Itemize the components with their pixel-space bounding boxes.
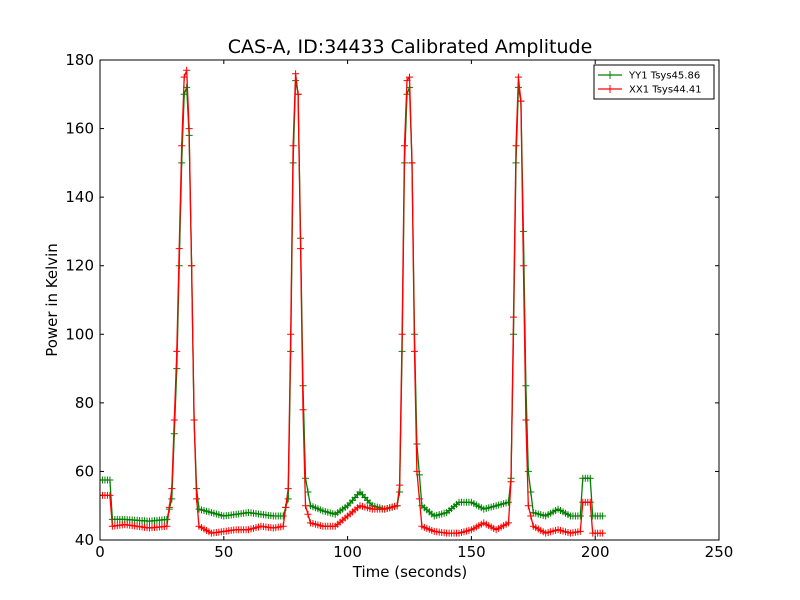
data-point xyxy=(279,512,287,520)
data-point xyxy=(170,416,178,424)
data-point xyxy=(279,522,287,530)
data-point xyxy=(527,512,535,520)
data-point xyxy=(522,416,530,424)
series-markers-1 xyxy=(100,77,607,525)
x-tick-label: 250 xyxy=(705,543,734,561)
data-point xyxy=(178,142,186,150)
legend-label: YY1 Tsys45.86 xyxy=(628,71,700,82)
data-point xyxy=(505,519,513,527)
x-tick-label: 0 xyxy=(95,543,105,561)
data-point xyxy=(302,474,310,482)
x-tick-label: 150 xyxy=(457,543,486,561)
y-tick-label: 80 xyxy=(75,394,94,412)
data-point xyxy=(106,491,114,499)
x-axis-label: Time (seconds) xyxy=(352,563,468,581)
data-point xyxy=(415,495,423,503)
data-point xyxy=(297,245,305,253)
data-point xyxy=(302,502,310,510)
legend: YY1 Tsys45.86 XX1 Tsys44.41 xyxy=(593,64,715,100)
data-point xyxy=(410,347,418,355)
data-point xyxy=(299,406,307,414)
data-point xyxy=(505,498,513,506)
data-point xyxy=(106,476,114,484)
data-point xyxy=(165,503,173,511)
legend-box xyxy=(593,64,715,100)
data-point xyxy=(190,416,198,424)
data-point xyxy=(282,503,290,511)
data-point xyxy=(586,498,594,506)
data-point xyxy=(576,527,584,535)
data-point xyxy=(401,142,409,150)
data-point xyxy=(408,159,416,167)
y-tick-label: 100 xyxy=(65,325,94,343)
plot-area xyxy=(100,66,607,537)
data-point xyxy=(406,73,413,81)
data-point xyxy=(512,142,520,150)
series-markers-2 xyxy=(100,66,607,537)
y-tick-label: 140 xyxy=(65,188,94,206)
data-point xyxy=(524,467,532,475)
data-point xyxy=(284,495,292,503)
series-line-2 xyxy=(100,70,603,534)
x-tick-label: 50 xyxy=(214,543,233,561)
data-point xyxy=(599,529,607,537)
y-tick-label: 120 xyxy=(65,257,94,275)
data-point xyxy=(289,142,297,150)
data-point xyxy=(175,245,183,253)
data-point xyxy=(287,330,295,338)
data-point xyxy=(183,66,191,74)
data-point xyxy=(396,481,404,489)
y-tick-label: 180 xyxy=(65,51,94,69)
data-point xyxy=(509,313,517,321)
data-point xyxy=(524,502,532,510)
x-tick-label: 100 xyxy=(333,543,362,561)
axes: 0 50 100 150 200 250 40 60 80 100 120 140 160 180 xyxy=(65,51,733,561)
data-point xyxy=(168,485,176,493)
data-point xyxy=(393,502,401,510)
y-axis-label: Power in Kelvin xyxy=(43,243,61,357)
data-point xyxy=(586,474,594,482)
x-tick-label: 200 xyxy=(581,543,610,561)
plot-frame xyxy=(99,59,720,541)
data-point xyxy=(517,97,525,105)
data-point xyxy=(519,262,527,270)
legend-label: XX1 Tsys44.41 xyxy=(629,85,702,96)
data-point xyxy=(284,485,292,493)
data-point xyxy=(599,512,607,520)
data-point xyxy=(398,330,406,338)
data-point xyxy=(507,478,515,486)
data-point xyxy=(576,512,584,520)
data-point xyxy=(193,495,201,503)
y-tick-label: 40 xyxy=(75,531,94,549)
data-point xyxy=(188,262,196,270)
data-point xyxy=(413,467,421,475)
data-point xyxy=(304,510,312,518)
plot-series-group xyxy=(100,66,607,537)
y-tick-label: 160 xyxy=(65,120,94,138)
legend-marker xyxy=(606,71,614,79)
y-tick-label: 60 xyxy=(75,462,94,480)
data-point xyxy=(294,90,302,98)
data-point xyxy=(292,70,300,78)
legend-marker xyxy=(606,85,614,93)
data-point xyxy=(173,347,181,355)
data-point xyxy=(185,125,193,133)
data-point xyxy=(514,73,522,81)
data-point xyxy=(180,73,188,81)
chart-title: CAS-A, ID:34433 Calibrated Amplitude xyxy=(228,36,593,58)
data-point xyxy=(163,522,171,530)
data-point xyxy=(168,495,176,503)
